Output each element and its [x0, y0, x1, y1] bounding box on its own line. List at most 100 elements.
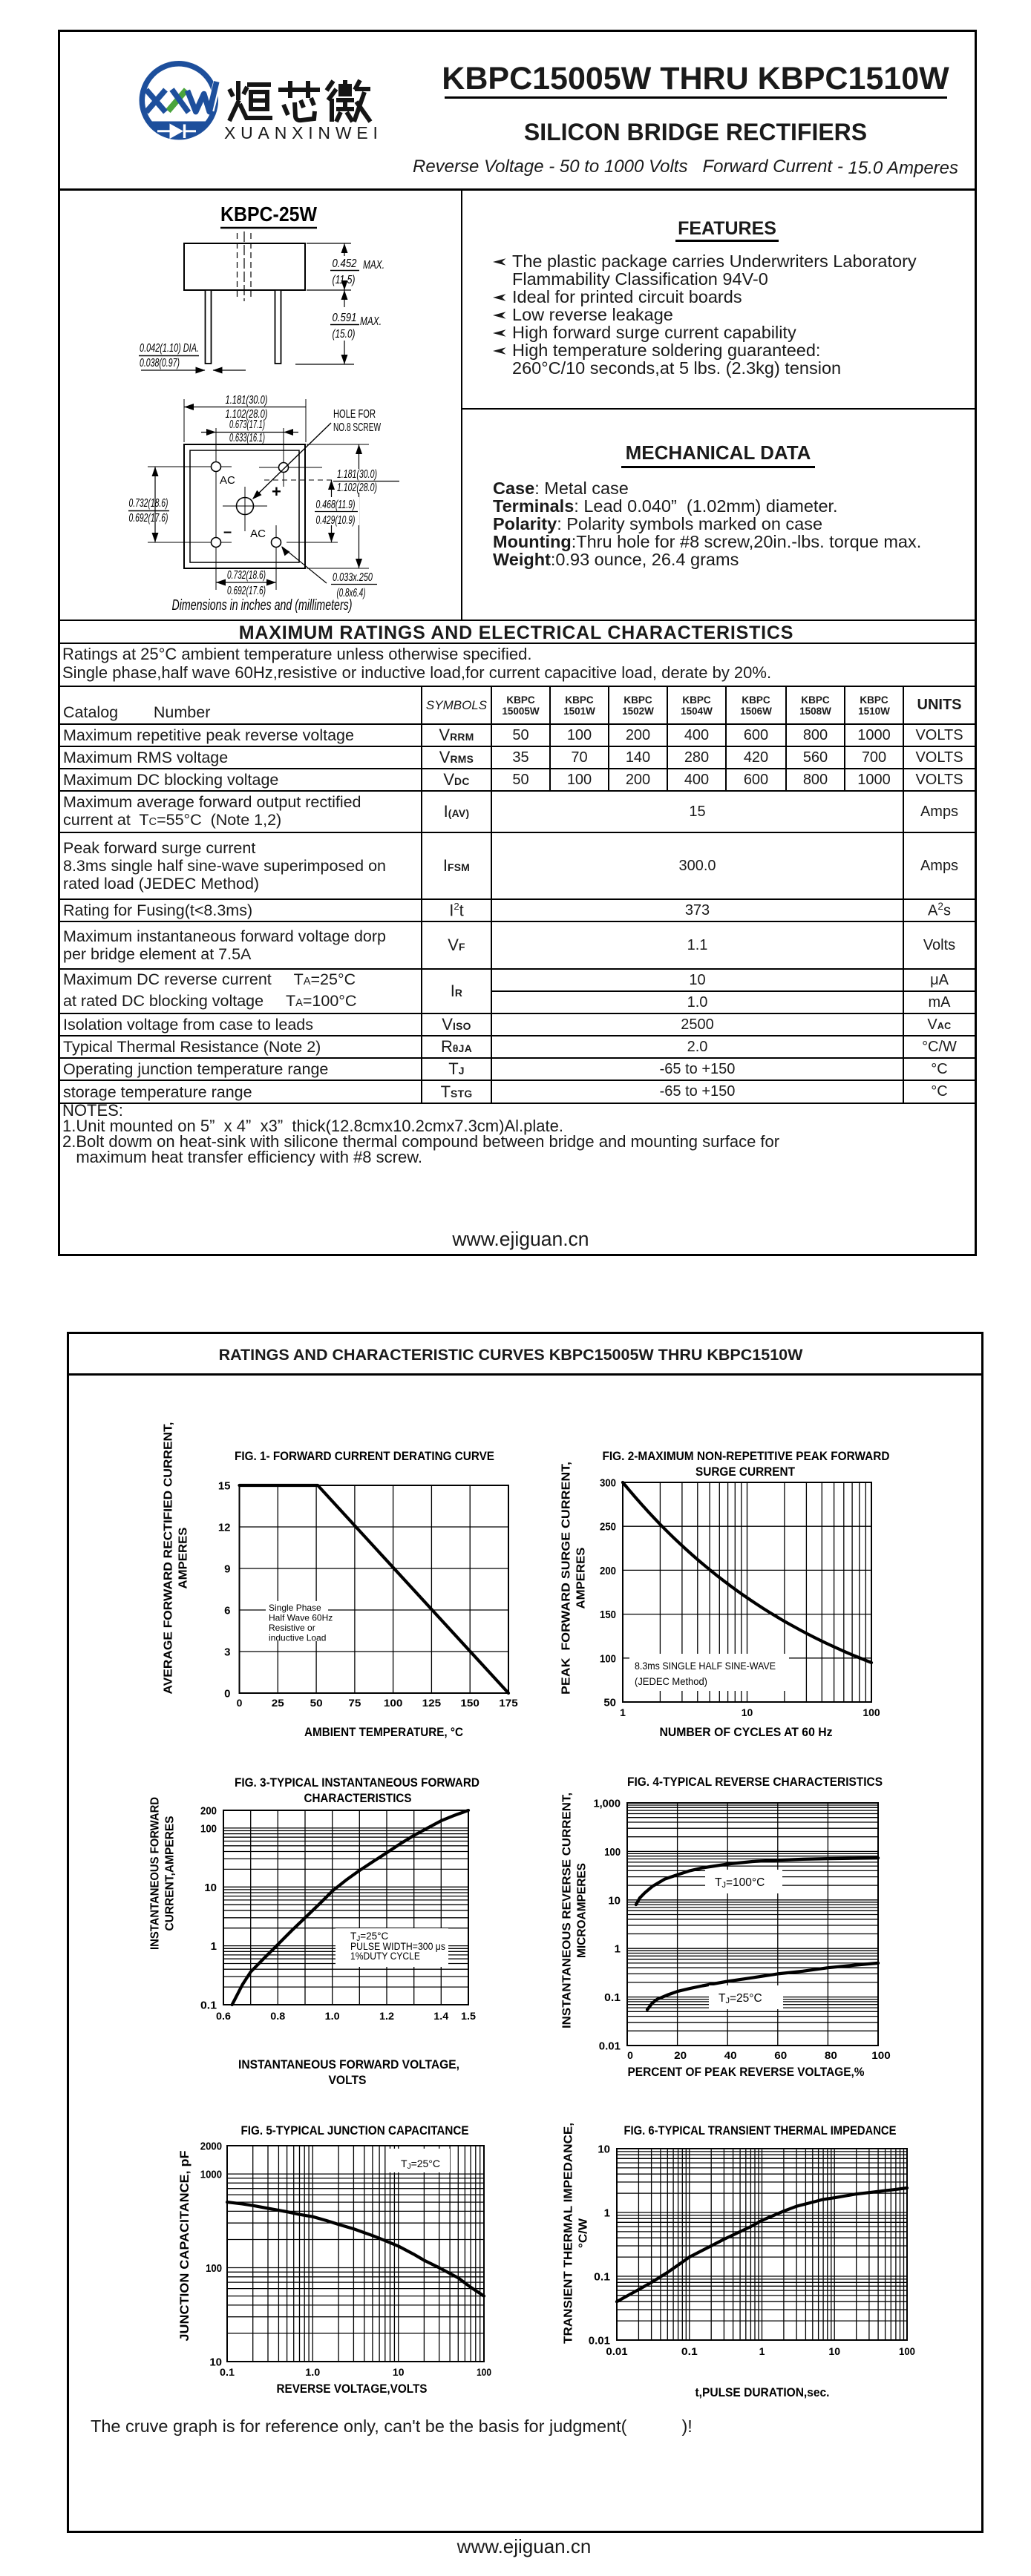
svg-text:80: 80	[825, 2049, 837, 2061]
svg-text:1.0: 1.0	[325, 2010, 340, 2022]
svg-text:0.01: 0.01	[599, 2040, 621, 2053]
svg-text:1000: 1000	[200, 2169, 222, 2181]
svg-text:75: 75	[348, 1697, 361, 1709]
svg-text:FIG. 5-TYPICAL JUNCTION CAPACI: FIG. 5-TYPICAL JUNCTION CAPACITANCE	[241, 2123, 469, 2138]
svg-text:9: 9	[224, 1563, 230, 1576]
svg-text:–: –	[223, 524, 232, 540]
svg-text:TJ=100°C: TJ=100°C	[715, 1876, 765, 1890]
svg-text:CHARACTERISTICS: CHARACTERISTICS	[304, 1791, 412, 1805]
svg-text:10: 10	[742, 1706, 753, 1718]
svg-text:CURRENT,AMPERES: CURRENT,AMPERES	[164, 1816, 177, 1931]
svg-text:REVERSE VOLTAGE,VOLTS: REVERSE VOLTAGE,VOLTS	[277, 2382, 428, 2396]
svg-text:100: 100	[206, 2262, 222, 2275]
svg-text:0.429(10.9): 0.429(10.9)	[316, 514, 356, 527]
svg-text:40: 40	[724, 2049, 737, 2061]
svg-text:0.591: 0.591	[333, 312, 357, 324]
svg-text:0.452: 0.452	[333, 257, 357, 270]
svg-text:150: 150	[460, 1697, 480, 1709]
svg-text:PULSE WIDTH=300 μs: PULSE WIDTH=300 μs	[350, 1941, 445, 1952]
svg-text:MAX.: MAX.	[360, 315, 382, 328]
svg-text:1.181(30.0): 1.181(30.0)	[226, 394, 268, 407]
svg-text:1: 1	[615, 1943, 621, 1956]
svg-text:0.692(17.6): 0.692(17.6)	[227, 585, 266, 597]
svg-text:300: 300	[600, 1477, 616, 1490]
svg-text:2000: 2000	[200, 2140, 222, 2153]
svg-text:0.1: 0.1	[200, 2000, 217, 2012]
svg-text:1.102(28.0): 1.102(28.0)	[226, 408, 268, 421]
svg-text:0.673(17.1): 0.673(17.1)	[229, 418, 265, 431]
svg-text:°C/W: °C/W	[577, 2218, 590, 2248]
svg-text:100: 100	[604, 1846, 621, 1859]
svg-text:15: 15	[218, 1480, 231, 1493]
svg-text:NUMBER OF CYCLES AT 60 Hz: NUMBER OF CYCLES AT 60 Hz	[660, 1725, 833, 1739]
svg-text:(11.5): (11.5)	[333, 274, 356, 286]
svg-text:0.1: 0.1	[220, 2366, 235, 2378]
svg-text:Resistive or: Resistive or	[269, 1623, 315, 1633]
svg-text:FIG. 4-TYPICAL REVERSE CHARACT: FIG. 4-TYPICAL REVERSE CHARACTERISTICS	[627, 1775, 883, 1789]
svg-text:1: 1	[759, 2345, 765, 2357]
svg-text:8.3ms SINGLE HALF SINE-WAVE: 8.3ms SINGLE HALF SINE-WAVE	[635, 1660, 776, 1672]
svg-text:0.01: 0.01	[589, 2335, 610, 2347]
svg-text:FIG. 6-TYPICAL TRANSIENT THERM: FIG. 6-TYPICAL TRANSIENT THERMAL IMPEDAN…	[624, 2123, 897, 2138]
svg-text:AC: AC	[220, 474, 235, 487]
svg-text:1%DUTY CYCLE: 1%DUTY CYCLE	[350, 1951, 420, 1962]
svg-text:0.8: 0.8	[270, 2010, 285, 2022]
svg-text:TJ=25°C: TJ=25°C	[350, 1931, 389, 1943]
svg-text:0.468(11.9): 0.468(11.9)	[316, 499, 356, 511]
svg-text:1: 1	[620, 1706, 626, 1718]
svg-text:125: 125	[422, 1697, 442, 1709]
svg-text:12: 12	[218, 1522, 231, 1534]
svg-text:10: 10	[608, 1894, 621, 1907]
svg-text:1.4: 1.4	[433, 2010, 448, 2022]
svg-text:KBPC-25W: KBPC-25W	[220, 203, 318, 226]
svg-text:200: 200	[600, 1565, 616, 1577]
svg-text:100: 100	[200, 1822, 217, 1835]
svg-text:100: 100	[871, 2049, 891, 2061]
svg-text:0.01: 0.01	[606, 2345, 627, 2357]
svg-text:0.732(18.6): 0.732(18.6)	[129, 497, 168, 510]
svg-text:PERCENT OF PEAK REVERSE VOLTAG: PERCENT OF PEAK REVERSE VOLTAGE,%	[628, 2065, 865, 2079]
svg-text:0.1: 0.1	[681, 2345, 698, 2357]
svg-text:AMBIENT TEMPERATURE, °C: AMBIENT TEMPERATURE, °C	[304, 1725, 463, 1739]
svg-text:Dimensions in inches and (mill: Dimensions in inches and (millimeters)	[172, 597, 353, 614]
svg-text:AMPERES: AMPERES	[575, 1547, 588, 1609]
svg-text:AC: AC	[250, 528, 266, 540]
svg-text:TJ=25°C: TJ=25°C	[719, 1992, 762, 2005]
svg-text:25: 25	[272, 1697, 284, 1709]
svg-text:250: 250	[600, 1521, 616, 1534]
svg-text:0.042(1.10) DIA.: 0.042(1.10) DIA.	[140, 342, 199, 355]
svg-text:PEAK FORWARD SURGE CURRENT,: PEAK FORWARD SURGE CURRENT,	[560, 1462, 573, 1695]
svg-text:100: 100	[899, 2345, 915, 2357]
svg-text:Half Wave 60Hz: Half Wave 60Hz	[269, 1613, 333, 1623]
svg-text:100: 100	[600, 1652, 616, 1665]
svg-text:0.033x.250: 0.033x.250	[333, 571, 373, 584]
svg-text:inductive Load: inductive Load	[269, 1633, 326, 1643]
svg-text:150: 150	[600, 1609, 616, 1621]
svg-text:0.732(18.6): 0.732(18.6)	[227, 569, 266, 582]
svg-text:FIG. 3-TYPICAL INSTANTANEOUS F: FIG. 3-TYPICAL INSTANTANEOUS FORWARD	[235, 1775, 480, 1790]
svg-text:TJ=25°C: TJ=25°C	[401, 2158, 440, 2171]
svg-text:10: 10	[209, 2356, 222, 2369]
svg-text:10: 10	[598, 2143, 610, 2156]
svg-text:(0.8x6.4): (0.8x6.4)	[337, 587, 366, 599]
svg-text:t,PULSE DURATION,sec.: t,PULSE DURATION,sec.	[695, 2385, 830, 2399]
svg-text:FIG. 2-MAXIMUM NON-REPETITIVE: FIG. 2-MAXIMUM NON-REPETITIVE PEAK FORWA…	[603, 1449, 890, 1463]
svg-text:100: 100	[384, 1697, 403, 1709]
svg-text:50: 50	[603, 1697, 616, 1709]
svg-text:10: 10	[828, 2345, 840, 2357]
svg-text:(JEDEC Method): (JEDEC Method)	[635, 1675, 707, 1687]
svg-text:0.692(17.6): 0.692(17.6)	[129, 512, 168, 525]
svg-text:(15.0): (15.0)	[333, 328, 356, 341]
svg-text:JUNCTION CAPACITANCE, pF: JUNCTION CAPACITANCE, pF	[177, 2151, 192, 2342]
svg-text:1,000: 1,000	[594, 1798, 621, 1810]
svg-text:HOLE FOR: HOLE FOR	[333, 408, 376, 421]
svg-text:6: 6	[224, 1605, 230, 1617]
svg-text:0.1: 0.1	[594, 2271, 610, 2284]
svg-text:INSTANTANEOUS FORWARD VOLTAGE,: INSTANTANEOUS FORWARD VOLTAGE,	[238, 2057, 459, 2071]
svg-text:10: 10	[393, 2366, 405, 2378]
svg-text:NO.8 SCREW: NO.8 SCREW	[333, 421, 381, 434]
svg-text:1.0: 1.0	[305, 2366, 320, 2378]
svg-text:1: 1	[604, 2207, 610, 2220]
svg-text:1.102(28.0): 1.102(28.0)	[337, 482, 377, 494]
svg-text:INSTANTANEOUS FORWARD: INSTANTANEOUS FORWARD	[149, 1797, 162, 1950]
